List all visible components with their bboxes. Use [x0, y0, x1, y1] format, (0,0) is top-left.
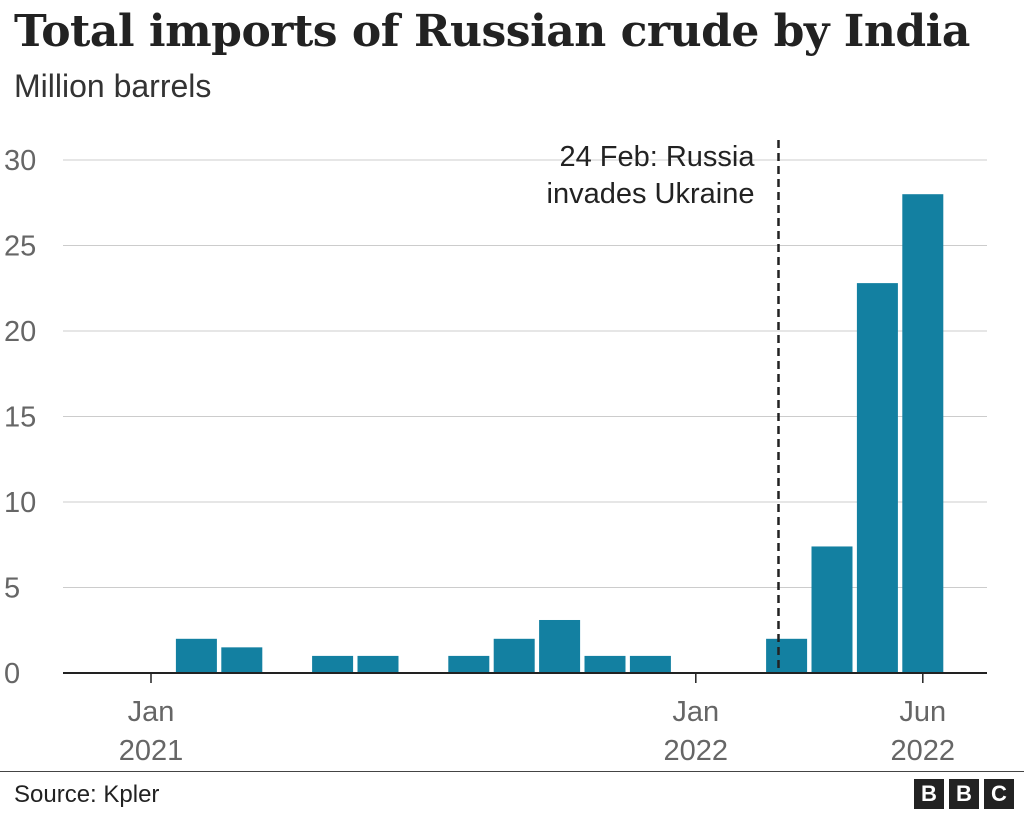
bar	[629, 655, 671, 673]
bar	[448, 655, 490, 673]
x-tick-label: Jan	[128, 696, 175, 728]
x-tick-label: 2021	[119, 735, 184, 767]
logo-letter: B	[949, 779, 979, 809]
x-tick-label: Jun	[899, 696, 946, 728]
y-tick-label: 25	[4, 231, 36, 263]
logo-letter: C	[984, 779, 1014, 809]
x-tick-label: Jan	[672, 696, 719, 728]
bar	[811, 546, 853, 673]
bar	[902, 194, 944, 673]
bar	[493, 638, 535, 673]
y-tick-label: 5	[4, 573, 20, 605]
chart-subtitle: Million barrels	[14, 68, 212, 104]
x-tick-label: 2022	[664, 735, 729, 767]
bar	[312, 655, 354, 673]
bbc-logo: B B C	[914, 779, 1014, 809]
annotation-label: 24 Feb: Russia	[559, 141, 755, 173]
bar	[221, 647, 263, 673]
footer-divider	[0, 771, 1024, 772]
y-tick-label: 10	[4, 487, 36, 519]
bar	[766, 638, 808, 673]
logo-letter: B	[914, 779, 944, 809]
y-tick-label: 0	[4, 658, 20, 690]
source-note: Source: Kpler	[14, 781, 160, 808]
y-tick-label: 30	[4, 145, 36, 177]
x-tick-label: 2022	[891, 735, 956, 767]
chart-title: Total imports of Russian crude by India	[14, 6, 970, 57]
bar	[175, 638, 217, 673]
y-tick-label: 20	[4, 316, 36, 348]
bar	[856, 283, 898, 673]
bar	[357, 655, 399, 673]
bar	[539, 619, 581, 673]
bar	[584, 655, 626, 673]
y-tick-label: 15	[4, 402, 36, 434]
annotation-label: invades Ukraine	[547, 178, 755, 210]
bar-chart: 0 5 10 15 20 25 30 Jan 2021 Jan 2022 Jun 2022 24 Feb:…	[4, 140, 987, 767]
